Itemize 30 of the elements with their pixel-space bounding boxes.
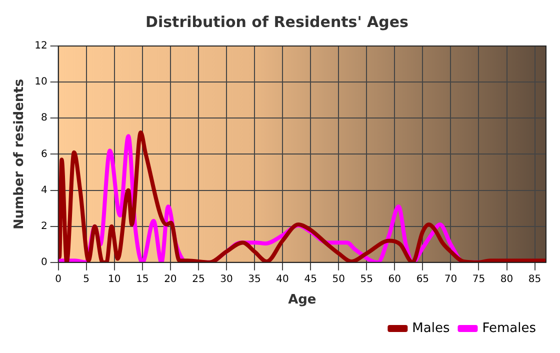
x-tick-label: 15 — [136, 274, 149, 285]
y-axis-title: Number of residents — [12, 78, 28, 230]
y-tick-label: 12 — [34, 40, 48, 52]
x-tick-label: 50 — [332, 274, 345, 285]
y-tick-label: 2 — [40, 220, 48, 232]
x-tick-label: 45 — [304, 274, 317, 285]
x-tick-label: 40 — [276, 274, 289, 285]
y-tick-label: 6 — [40, 148, 48, 160]
x-tick-label: 80 — [500, 274, 514, 285]
chart-title: Distribution of Residents' Ages — [146, 12, 409, 31]
legend-label: Females — [482, 320, 536, 336]
legend-label: Males — [412, 320, 450, 336]
y-tick-label: 10 — [34, 76, 48, 88]
x-tick-label: 60 — [388, 274, 402, 285]
y-tick-label: 8 — [40, 112, 48, 124]
y-tick-label: 0 — [40, 256, 48, 268]
x-tick-label: 30 — [220, 274, 233, 285]
x-tick-label: 70 — [444, 274, 458, 285]
x-tick-label: 55 — [360, 274, 373, 285]
x-tick-label: 75 — [472, 274, 486, 285]
y-tick-label: 4 — [40, 184, 48, 196]
x-axis-title: Age — [288, 292, 316, 308]
x-tick-label: 0 — [55, 274, 62, 285]
x-tick-label: 85 — [528, 274, 542, 285]
x-tick-label: 5 — [83, 274, 90, 285]
x-tick-label: 65 — [416, 274, 430, 285]
x-tick-label: 20 — [164, 274, 177, 285]
x-tick-label: 35 — [248, 274, 261, 285]
x-tick-label: 10 — [108, 274, 121, 285]
x-tick-label: 25 — [192, 274, 205, 285]
